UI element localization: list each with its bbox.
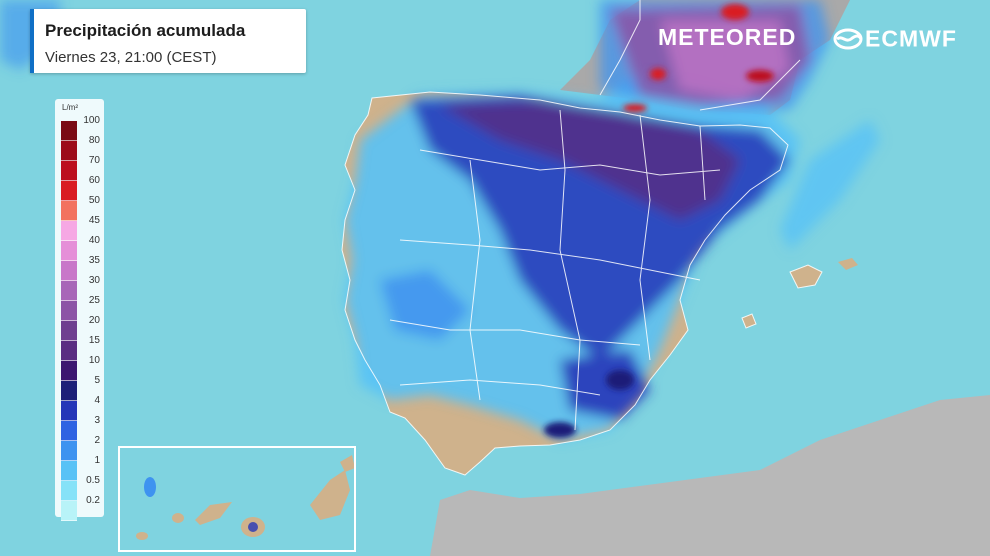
legend-swatch <box>61 361 77 381</box>
legend-tick-label: 30 <box>88 275 100 286</box>
precipitation-legend: L/m² 100 80 70 60 50 45 40 35 30 25 20 15 10 5 4 3 2 1 0.5… <box>55 99 104 521</box>
legend-swatch <box>61 201 77 221</box>
legend-tick: 50 <box>79 195 102 221</box>
title-panel: Precipitación acumulada Viernes 23, 21:0… <box>30 9 306 73</box>
title-accent-bar <box>30 9 34 73</box>
map-title: Precipitación acumulada <box>45 21 246 40</box>
canary-precip-spot <box>248 522 258 532</box>
legend-swatch <box>61 481 77 501</box>
legend-tick-label: 0.5 <box>86 475 100 486</box>
legend-tick-label: 4 <box>94 395 100 406</box>
legend-tick: 4 <box>79 395 102 421</box>
legend-tick: 100 <box>79 115 102 141</box>
legend-tick-label: 5 <box>94 375 100 386</box>
north-africa-landmass <box>430 395 990 556</box>
legend-swatch <box>61 421 77 441</box>
legend-tick: 0.2 <box>79 495 102 521</box>
legend-tick-label: 35 <box>88 255 100 266</box>
legend-tick-label: 70 <box>88 155 100 166</box>
legend-tick-label: 20 <box>88 315 100 326</box>
tenerife-island <box>195 502 232 525</box>
legend-swatch <box>61 141 77 161</box>
legend-tick: 25 <box>79 295 102 321</box>
legend-tick-label: 2 <box>94 435 100 446</box>
legend-swatch <box>61 381 77 401</box>
legend-tick: 45 <box>79 215 102 241</box>
legend-tick: 30 <box>79 275 102 301</box>
legend-tick: 1 <box>79 455 102 481</box>
precipitation-overlay <box>0 0 880 440</box>
precipitation-peaks <box>544 4 774 438</box>
legend-swatch <box>61 461 77 481</box>
legend-tick: 40 <box>79 235 102 261</box>
legend-swatch <box>61 301 77 321</box>
meteored-logo: METEORED <box>658 24 797 50</box>
legend-swatch <box>61 121 77 141</box>
ecmwf-text: ECMWF <box>865 25 957 52</box>
la-gomera-island <box>172 513 184 523</box>
region-borders <box>341 0 823 476</box>
map-subtitle: Viernes 23, 21:00 (CEST) <box>45 49 217 66</box>
legend-tick-label: 1 <box>94 455 100 466</box>
legend-swatch <box>61 161 77 181</box>
legend-tick-label: 80 <box>88 135 100 146</box>
legend-tick: 60 <box>79 175 102 201</box>
legend-tick: 15 <box>79 335 102 361</box>
legend-swatch <box>61 441 77 461</box>
legend-swatch <box>61 221 77 241</box>
el-hierro-island <box>136 532 148 540</box>
legend-tick: 80 <box>79 135 102 161</box>
legend-tick: 3 <box>79 415 102 441</box>
legend-swatch <box>61 321 77 341</box>
fuerteventura-island <box>310 470 350 520</box>
mallorca-island <box>790 265 822 288</box>
legend-tick: 2 <box>79 435 102 461</box>
legend-swatch <box>61 401 77 421</box>
menorca-island <box>838 258 858 270</box>
legend-tick-label: 50 <box>88 195 100 206</box>
legend-tick: 10 <box>79 355 102 381</box>
legend-tick-label: 100 <box>83 115 100 126</box>
legend-colorbar <box>61 121 77 521</box>
legend-swatch <box>61 281 77 301</box>
ecmwf-logo: ECMWF <box>833 24 957 52</box>
legend-tick-label: 15 <box>88 335 100 346</box>
legend-tick-label: 3 <box>94 415 100 426</box>
legend-tick: 20 <box>79 315 102 341</box>
ibiza-island <box>742 314 756 328</box>
legend-tick-label: 25 <box>88 295 100 306</box>
ecmwf-swirl-icon <box>833 28 863 50</box>
legend-swatch <box>61 261 77 281</box>
legend-tick: 0.5 <box>79 475 102 501</box>
legend-tick-label: 40 <box>88 235 100 246</box>
legend-swatch <box>61 501 77 521</box>
legend-tick-label: 60 <box>88 175 100 186</box>
legend-unit: L/m² <box>62 103 78 112</box>
legend-tick: 70 <box>79 155 102 181</box>
legend-swatch <box>61 181 77 201</box>
legend-tick-label: 0.2 <box>86 495 100 506</box>
legend-swatch <box>61 241 77 261</box>
lanzarote-island <box>340 455 355 472</box>
la-palma-island <box>144 477 156 497</box>
legend-tick: 35 <box>79 255 102 281</box>
canary-islands-inset-frame <box>118 446 356 552</box>
legend-tick-labels: 100 80 70 60 50 45 40 35 30 25 20 15 10 5 4 3 2 1 0.5 0.2 <box>79 115 102 521</box>
legend-tick-label: 10 <box>88 355 100 366</box>
legend-tick-label: 45 <box>88 215 100 226</box>
legend-tick: 5 <box>79 375 102 401</box>
legend-swatch <box>61 341 77 361</box>
